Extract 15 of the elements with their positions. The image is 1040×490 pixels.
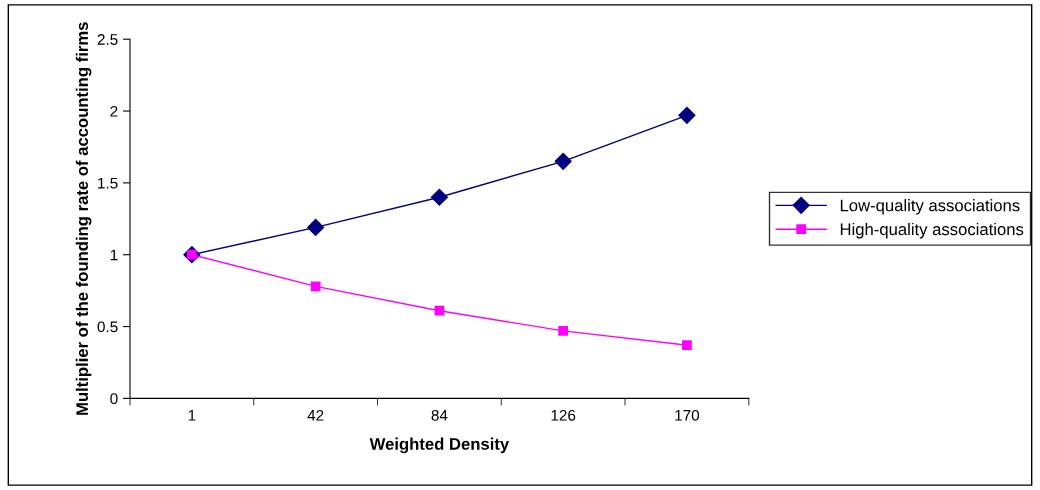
legend-label: Low-quality associations	[840, 199, 1020, 215]
y-axis-title: Multiplier of the founding rate of accounting firms	[75, 22, 92, 415]
x-tick-label: 170	[675, 409, 700, 421]
x-tick-label: 1	[188, 410, 196, 421]
x-axis-title: Weighted Density	[369, 437, 510, 454]
x-tick-label: 84	[431, 409, 448, 421]
x-tick-label: 126	[551, 409, 576, 421]
y-tick-label: 0.5	[97, 321, 118, 333]
legend-label: High-quality associations	[840, 222, 1024, 239]
y-tick-label: 1	[110, 249, 118, 261]
y-tick-label: 0	[110, 393, 118, 405]
y-tick-label: 2	[110, 105, 118, 117]
y-tick-label: 2.5	[97, 34, 118, 45]
x-tick-label: 42	[307, 409, 324, 421]
y-tick-label: 1.5	[98, 177, 118, 189]
